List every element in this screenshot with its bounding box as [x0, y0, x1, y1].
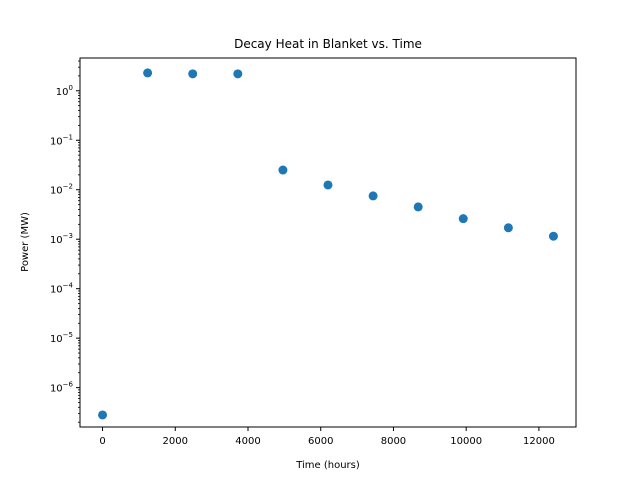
plot-frame [79, 57, 577, 428]
y-tick-label: 10−2 [50, 183, 73, 197]
y-tick-label: 10−5 [50, 331, 73, 345]
x-tick-label: 12000 [523, 436, 555, 447]
data-point [233, 69, 243, 79]
data-point [98, 410, 108, 420]
x-tick-label: 0 [99, 436, 105, 447]
data-point [368, 191, 378, 201]
x-tick-label: 2000 [163, 436, 188, 447]
data-series [98, 68, 558, 420]
x-axis-label: Time (hours) [295, 460, 360, 471]
x-tick-label: 6000 [308, 436, 333, 447]
y-tick-label: 10−4 [50, 282, 74, 296]
data-point [458, 214, 468, 224]
y-tick-label: 10−6 [50, 381, 74, 395]
y-axis-label: Power (MW) [20, 212, 31, 272]
chart-title: Decay Heat in Blanket vs. Time [234, 37, 422, 51]
plot-area [79, 57, 577, 428]
x-tick-label: 8000 [381, 436, 406, 447]
data-point [323, 180, 333, 190]
x-tick-label: 4000 [235, 436, 260, 447]
y-tick-label: 10−3 [50, 232, 73, 246]
y-axis: 10−6 10−5 10−4 10−3 10−2 10−1 100 [50, 60, 80, 423]
x-axis: 0 2000 4000 6000 8000 10000 12000 [99, 427, 555, 447]
data-point [188, 69, 198, 79]
data-point [278, 165, 288, 175]
x-tick-label: 10000 [450, 436, 482, 447]
y-tick-label: 100 [56, 84, 73, 98]
data-point [548, 231, 558, 241]
data-point [503, 223, 513, 233]
data-point [413, 202, 423, 212]
y-tick-label: 10−1 [50, 133, 73, 147]
data-point [143, 68, 153, 78]
